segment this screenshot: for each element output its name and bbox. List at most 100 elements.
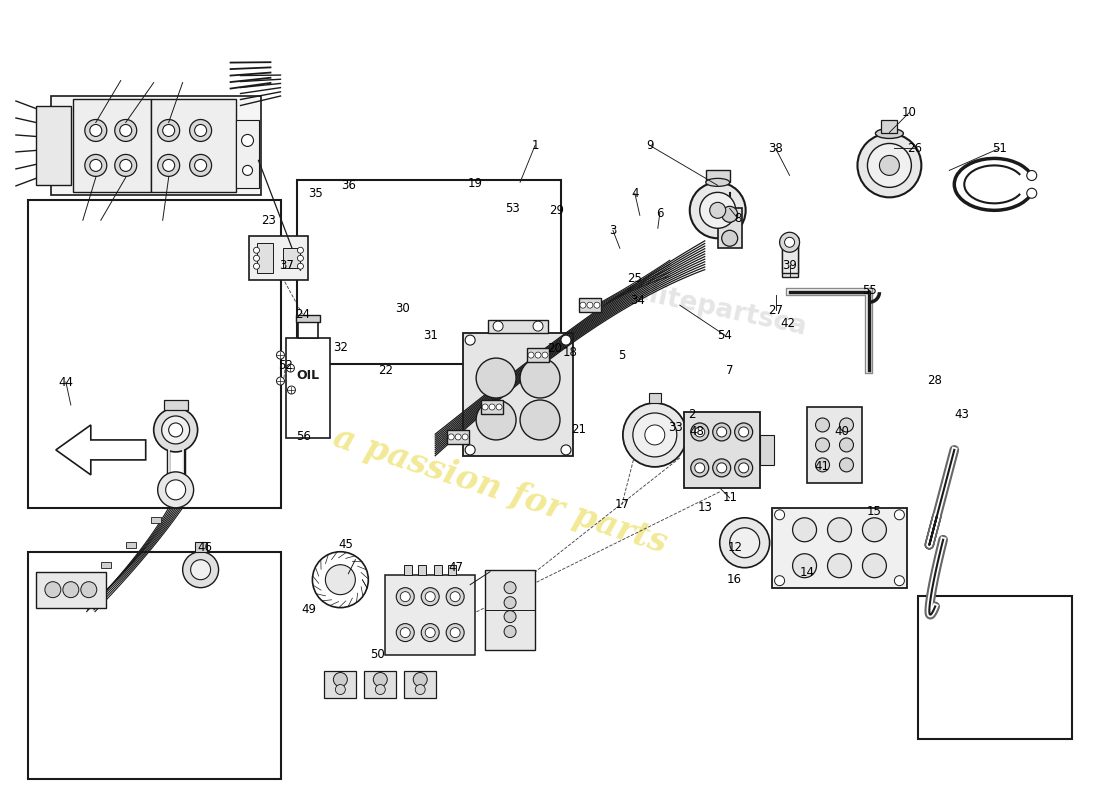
Bar (488, 320, 548, 333)
Bar (448, 565, 456, 574)
Circle shape (396, 588, 415, 606)
Circle shape (580, 302, 586, 308)
Circle shape (632, 413, 676, 457)
Circle shape (63, 582, 79, 598)
Text: 45: 45 (338, 538, 353, 551)
Text: 44: 44 (58, 375, 74, 389)
Circle shape (120, 159, 132, 171)
Circle shape (839, 418, 854, 432)
Circle shape (894, 510, 904, 520)
Text: 9: 9 (646, 139, 653, 152)
Circle shape (114, 119, 136, 142)
Text: 14: 14 (800, 566, 815, 579)
Circle shape (462, 434, 469, 440)
Circle shape (879, 155, 900, 175)
Bar (364, 670, 396, 698)
Circle shape (691, 423, 708, 441)
Polygon shape (56, 425, 145, 475)
Text: 32: 32 (333, 341, 348, 354)
Text: 16: 16 (726, 573, 741, 586)
Circle shape (1026, 188, 1036, 198)
Circle shape (722, 230, 738, 246)
Circle shape (189, 154, 211, 176)
Text: 20: 20 (548, 342, 562, 354)
Circle shape (242, 134, 253, 146)
Text: 51: 51 (992, 142, 1007, 155)
Text: 52: 52 (278, 358, 293, 371)
Bar (463, 333, 573, 456)
Bar (405, 565, 412, 574)
Circle shape (839, 438, 854, 452)
Circle shape (690, 182, 746, 238)
Circle shape (827, 554, 851, 578)
Circle shape (784, 238, 794, 247)
Circle shape (542, 352, 548, 358)
Circle shape (710, 202, 726, 218)
Circle shape (717, 463, 727, 473)
Circle shape (739, 427, 749, 437)
Bar (771, 508, 907, 588)
Text: 36: 36 (341, 179, 355, 192)
Text: 50: 50 (370, 648, 385, 661)
Circle shape (739, 463, 749, 473)
Text: 35: 35 (308, 187, 322, 200)
Text: 5: 5 (618, 349, 626, 362)
Text: 38: 38 (768, 142, 783, 155)
Circle shape (729, 528, 760, 558)
Circle shape (534, 321, 543, 331)
Circle shape (482, 404, 488, 410)
Text: 29: 29 (550, 204, 564, 217)
Circle shape (166, 480, 186, 500)
Circle shape (195, 125, 207, 137)
Bar (782, 238, 797, 274)
Bar (298, 322, 318, 338)
Bar (36, 572, 106, 608)
Bar (286, 338, 330, 438)
Bar (405, 670, 437, 698)
Circle shape (448, 434, 454, 440)
Circle shape (535, 352, 541, 358)
Circle shape (287, 386, 296, 394)
Bar (73, 98, 151, 192)
Text: 28: 28 (927, 374, 942, 386)
Bar (706, 170, 729, 182)
Bar (717, 208, 741, 248)
Text: 18: 18 (562, 346, 578, 358)
Circle shape (504, 582, 516, 594)
Text: 15: 15 (867, 506, 882, 518)
Text: elitepartsca: elitepartsca (630, 279, 810, 342)
Text: 22: 22 (377, 363, 393, 377)
Circle shape (490, 404, 495, 410)
Bar (125, 542, 135, 548)
Circle shape (400, 628, 410, 638)
Circle shape (90, 159, 102, 171)
Circle shape (297, 247, 304, 254)
Circle shape (400, 592, 410, 602)
Circle shape (450, 628, 460, 638)
Circle shape (793, 554, 816, 578)
Text: 41: 41 (814, 460, 829, 474)
Circle shape (520, 358, 560, 398)
Bar (151, 98, 235, 192)
Circle shape (815, 458, 829, 472)
Text: 24: 24 (295, 308, 310, 321)
Bar (36, 106, 70, 186)
Bar (806, 407, 862, 483)
Circle shape (774, 576, 784, 586)
Bar (284, 248, 300, 268)
Bar (684, 412, 760, 488)
Circle shape (421, 588, 439, 606)
Text: 49: 49 (301, 603, 316, 616)
Circle shape (695, 427, 705, 437)
Circle shape (253, 255, 260, 262)
Circle shape (297, 263, 304, 270)
Circle shape (862, 554, 887, 578)
Circle shape (242, 166, 253, 175)
Text: 17: 17 (615, 498, 629, 511)
Text: 33: 33 (669, 422, 683, 434)
Circle shape (713, 423, 730, 441)
Circle shape (623, 403, 686, 467)
Circle shape (312, 552, 368, 608)
Circle shape (168, 423, 183, 437)
Text: 25: 25 (627, 272, 642, 285)
